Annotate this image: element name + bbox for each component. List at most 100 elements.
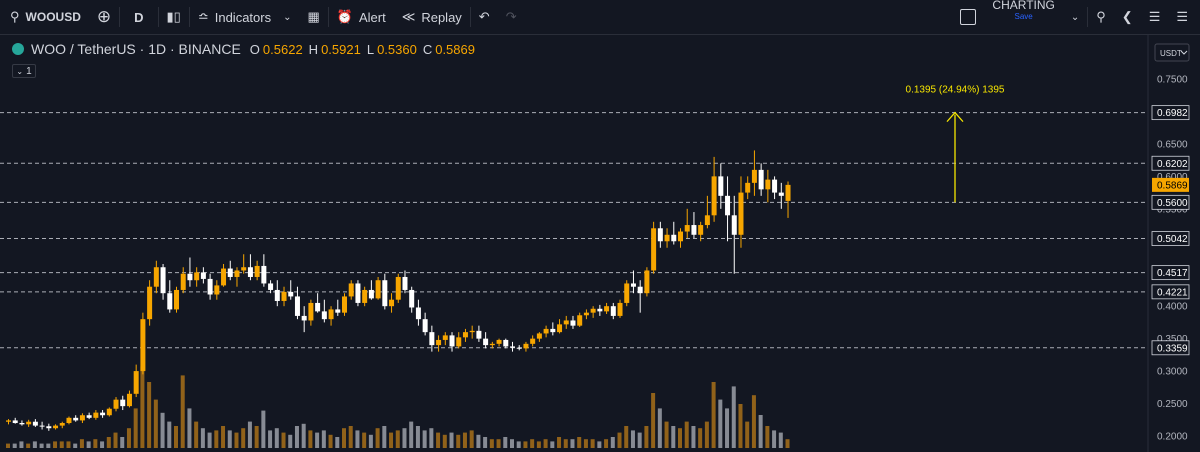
level-price-label: 0.5600 [1157, 198, 1188, 209]
candle-body [140, 319, 146, 372]
candle-body [523, 343, 529, 349]
candle-body [288, 291, 294, 297]
price-axis[interactable]: USDT 0.7500 0.6500 0.6000 0.5500 0.4000 0.3500… [1147, 35, 1190, 452]
candle-body [187, 273, 193, 281]
candle-body [113, 399, 119, 409]
measure-tool[interactable]: 0.1395 (24.94%) 1395 [906, 85, 1005, 203]
price-chart[interactable]: 0.1395 (24.94%) 1395 USDT 0.7500 0.6500 0.6… [0, 35, 1200, 452]
volume-bar [449, 432, 454, 448]
volume-bar [32, 441, 37, 448]
templates-button[interactable]: ▦ [300, 0, 328, 34]
candle-body [590, 308, 596, 313]
candle-body [772, 179, 778, 193]
redo-icon: ↷ [505, 9, 517, 24]
volume-bar [308, 430, 313, 448]
redo-button[interactable]: ↷ [498, 0, 525, 34]
volume-bar [200, 428, 205, 448]
candle-body [368, 289, 374, 299]
volume-bar [510, 439, 514, 448]
volume-bar [133, 408, 138, 448]
candle-body [32, 421, 38, 426]
volume-bar [402, 428, 407, 448]
candle-body [214, 285, 220, 295]
select-layout-checkbox[interactable] [952, 0, 984, 34]
candle-body [133, 371, 139, 394]
alert-button[interactable]: ⏰ Alert [329, 0, 394, 34]
volume-bar [637, 432, 642, 448]
volume-bar [382, 426, 387, 448]
candle-body [362, 289, 368, 303]
candle-body [126, 393, 132, 407]
volume-bar [570, 439, 575, 448]
candle-body [254, 265, 260, 277]
volume-bar [731, 386, 736, 448]
volume-bar [234, 432, 239, 448]
candle-body [247, 267, 253, 277]
candle-body [382, 280, 388, 307]
volume-bar [368, 434, 373, 448]
top-toolbar: ⚲ WOOUSD ⊕ D ▮▯ ≏ Indicators ⌄ ▦ ⏰ Alert… [0, 0, 1200, 35]
candle-body [684, 225, 690, 232]
candle-body [483, 338, 489, 346]
indicators-label: Indicators [214, 9, 272, 25]
replay-label: Replay [421, 9, 462, 25]
indicators-icon: ≏ [197, 9, 209, 24]
volume-bar [630, 430, 635, 448]
currency-label: USDT [1160, 49, 1182, 58]
volume-bar [772, 430, 777, 448]
divider [188, 7, 190, 27]
currency-button[interactable] [1154, 43, 1190, 62]
volume-bar [274, 428, 279, 448]
volume-bar [691, 426, 696, 448]
collapse-panel-button[interactable]: ❮ [1114, 0, 1141, 34]
undo-button[interactable]: ↶ [471, 0, 498, 34]
series-title: WOO / TetherUS · 1D · BINANCE [31, 41, 241, 57]
layout-menu-button[interactable]: ⌄ [1063, 0, 1087, 34]
interval-button[interactable]: D [120, 0, 157, 34]
candle-body [120, 399, 126, 407]
candle-body [758, 169, 764, 190]
indicators-button[interactable]: ≏ Indicators ⌄ [190, 0, 300, 34]
candle-body [415, 307, 421, 320]
volume-bar [651, 393, 656, 448]
candles [6, 150, 791, 431]
legend-collapse-button[interactable]: ⌄ 1 [12, 64, 36, 78]
chart-type-button[interactable]: ▮▯ [159, 0, 189, 34]
replay-button[interactable]: ≪ Replay [394, 0, 470, 34]
candle-body [26, 421, 32, 425]
symbol-search[interactable]: ⚲ WOOUSD [0, 0, 89, 34]
layout-save-button[interactable]: CHARTING Save [984, 0, 1062, 34]
candle-body [731, 215, 737, 235]
watchlist-button[interactable]: ☰ [1141, 0, 1169, 34]
candle-body [180, 273, 186, 290]
volume-bar [456, 434, 461, 448]
divider [327, 7, 329, 27]
compare-button[interactable]: ⊕ [89, 0, 119, 34]
right-toolbar: CHARTING Save ⌄ ⚲ ❮ ☰ ☰ [952, 0, 1200, 34]
volume-bar [496, 439, 501, 448]
candle-body [301, 315, 307, 321]
candle-body [73, 417, 79, 421]
divider [469, 7, 471, 27]
candle-body [160, 267, 166, 294]
volume-bar [288, 434, 293, 448]
candle-body [294, 296, 300, 316]
volume-bar [73, 443, 78, 448]
volume-bar [53, 441, 58, 448]
details-button[interactable]: ☰ [1168, 0, 1200, 34]
volume-bar [476, 434, 481, 448]
volume-bar [66, 441, 71, 448]
volume-bar [550, 441, 555, 448]
volume-bar [590, 439, 595, 448]
volume-bar [93, 439, 98, 448]
candle-body [698, 225, 704, 235]
quick-search-button[interactable]: ⚲ [1088, 0, 1114, 34]
open-value: 0.5622 [262, 41, 303, 57]
volume-bar [153, 399, 158, 448]
y-tick-label: 0.6000 [1157, 172, 1188, 183]
volume-bar [126, 428, 131, 448]
volume-bar [194, 421, 199, 448]
candle-body [402, 276, 408, 290]
volume-bar [227, 430, 232, 448]
volume-bar [765, 426, 770, 448]
